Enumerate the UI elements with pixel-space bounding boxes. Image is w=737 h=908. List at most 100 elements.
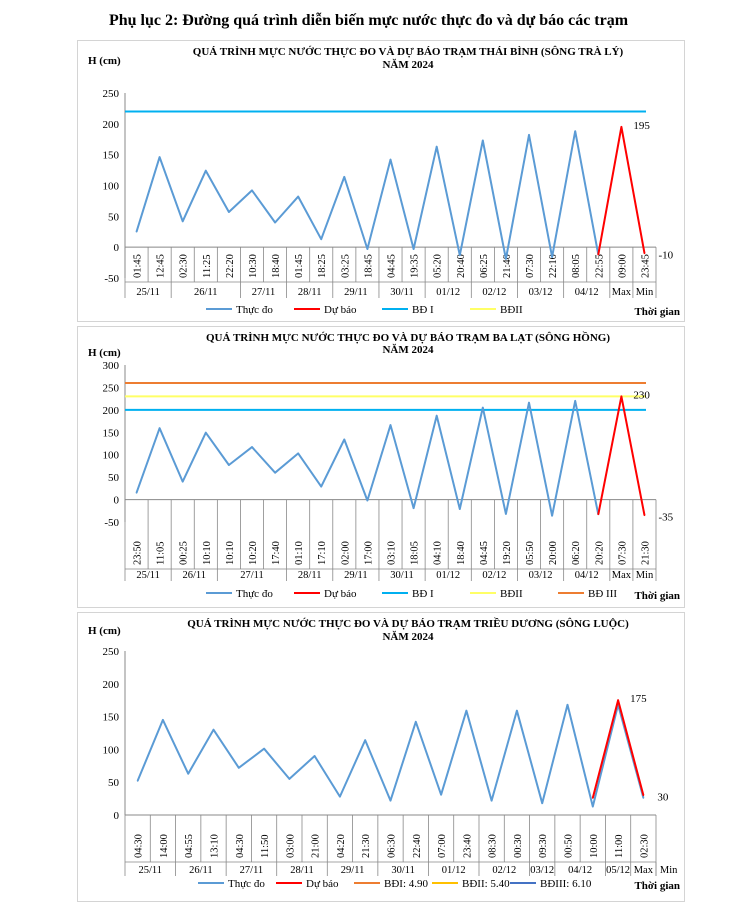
date-group-label: 02/12 [492, 865, 516, 876]
x-tick-label: 19:35 [410, 254, 421, 278]
chart-title: QUÁ TRÌNH MỰC NƯỚC THỰC ĐO VÀ DỰ BÁO TRẠ… [193, 45, 624, 58]
observed-point [414, 721, 417, 723]
x-tick-label: 09:00 [617, 254, 628, 278]
x-tick-label: 10:30 [248, 254, 259, 278]
forecast-point [642, 794, 645, 797]
x-tick-label: 10:20 [248, 541, 259, 565]
observed-point [343, 176, 346, 178]
observed-point [228, 211, 230, 213]
forecast-series-line [591, 699, 645, 799]
chart-thai-binh: QUÁ TRÌNH MỰC NƯỚC THỰC ĐO VÀ DỰ BÁO TRẠ… [88, 45, 680, 318]
date-group-label: 29/11 [344, 570, 368, 581]
y-tick-label: 100 [103, 181, 120, 193]
x-tick-label: 07:30 [525, 254, 536, 278]
legend-label: Dự báo [324, 588, 357, 600]
date-group-label: 27/11 [240, 865, 264, 876]
x-tick-label: 02:00 [340, 541, 351, 565]
observed-point [389, 424, 392, 426]
x-tick-label: 07:30 [617, 541, 628, 565]
forecast-point [643, 252, 646, 255]
observed-point [205, 169, 207, 172]
observed-point [366, 248, 369, 250]
x-tick-label: 21:00 [311, 834, 322, 858]
x-tick-label: 01:10 [294, 541, 305, 565]
observed-point [237, 766, 240, 769]
x-tick-label: 00:50 [564, 834, 575, 858]
date-group-label: 01/12 [436, 570, 460, 581]
date-group-label: 03/12 [529, 570, 553, 581]
date-group-label: Max [634, 865, 654, 876]
observed-point [274, 471, 276, 474]
x-tick-label: 11:50 [260, 834, 271, 858]
date-group-label: 25/11 [136, 570, 160, 581]
y-tick-label: 250 [103, 88, 120, 100]
observed-point [458, 508, 461, 510]
x-tick-label: 19:20 [502, 541, 513, 565]
date-group-label: 28/11 [298, 570, 322, 581]
observed-point [313, 755, 316, 757]
x-tick-label: 01:45 [294, 254, 305, 278]
forecast-series-line [597, 395, 646, 516]
y-tick-label: 0 [114, 495, 120, 507]
date-group-label: 04/12 [575, 287, 599, 298]
legend-label: Thực đo [228, 878, 265, 890]
observed-point [541, 802, 544, 804]
observed-point [212, 728, 215, 731]
observed-point [482, 406, 484, 409]
observed-point [482, 139, 484, 142]
observed-point [412, 507, 415, 509]
chart-subtitle: NĂM 2024 [382, 344, 434, 356]
date-group-label: 29/11 [341, 865, 365, 876]
observed-point [516, 709, 518, 712]
chart-ba-lat: QUÁ TRÌNH MỰC NƯỚC THỰC ĐO VÀ DỰ BÁO TRẠ… [88, 331, 680, 602]
date-group-label: 01/12 [436, 287, 460, 298]
x-tick-label: 03:10 [387, 541, 398, 565]
legend-label: BĐIII: 6.10 [540, 878, 592, 890]
x-tick-label: 10:10 [225, 541, 236, 565]
y-tick-label: 150 [103, 150, 120, 162]
y-tick-label: 100 [103, 450, 120, 462]
x-tick-label: 04:30 [134, 834, 145, 858]
x-tick-label: 23:40 [462, 834, 473, 858]
chart-trieu-duong: QUÁ TRÌNH MỰC NƯỚC THỰC ĐO VÀ DỰ BÁO TRẠ… [88, 617, 680, 892]
chart-title: QUÁ TRÌNH MỰC NƯỚC THỰC ĐO VÀ DỰ BÁO TRẠ… [206, 331, 610, 344]
x-tick-label: 06:30 [387, 834, 398, 858]
legend-label: BĐII: 5.40 [462, 878, 510, 890]
observed-point [158, 427, 161, 430]
observed-series-line [136, 703, 645, 808]
x-tick-label: 04:20 [336, 834, 347, 858]
observed-point [135, 492, 138, 494]
forecast-point [643, 514, 646, 517]
x-tick-label: 14:00 [159, 834, 170, 858]
y-tick-label: 50 [108, 777, 120, 789]
date-group-label: Max [612, 287, 632, 298]
observed-point [297, 452, 299, 455]
legend-label: Thực đo [236, 304, 273, 316]
x-tick-label: 18:45 [363, 254, 374, 278]
x-tick-label: 05:20 [433, 254, 444, 278]
observed-point [490, 799, 493, 802]
date-group-label: 30/11 [390, 570, 414, 581]
y-tick-label: 150 [103, 712, 120, 724]
x-tick-label: 22:10 [548, 254, 559, 278]
observed-series-line [135, 130, 600, 260]
observed-point [320, 238, 323, 240]
forecast-point [617, 699, 619, 701]
legend-label: BĐ III [588, 588, 617, 600]
legend-label: BĐII [500, 304, 523, 316]
y-tick-label: 200 [103, 679, 120, 691]
date-group-label: 03/12 [530, 865, 554, 876]
date-group-label: 27/11 [240, 570, 264, 581]
y-tick-label: -50 [104, 273, 119, 285]
date-group-label: 05/12 [606, 865, 630, 876]
y-tick-label: 0 [114, 242, 120, 254]
x-tick-label: 00:25 [179, 541, 190, 565]
x-tick-label: 09:30 [538, 834, 549, 858]
observed-point [465, 709, 468, 712]
x-tick-label: 08:30 [488, 834, 499, 858]
observed-point [288, 778, 291, 780]
chart-title: QUÁ TRÌNH MỰC NƯỚC THỰC ĐO VÀ DỰ BÁO TRẠ… [187, 617, 629, 630]
chart-panel-ba-lat: QUÁ TRÌNH MỰC NƯỚC THỰC ĐO VÀ DỰ BÁO TRẠ… [77, 326, 685, 608]
observed-point [591, 805, 594, 808]
chart-subtitle: NĂM 2024 [382, 631, 434, 643]
